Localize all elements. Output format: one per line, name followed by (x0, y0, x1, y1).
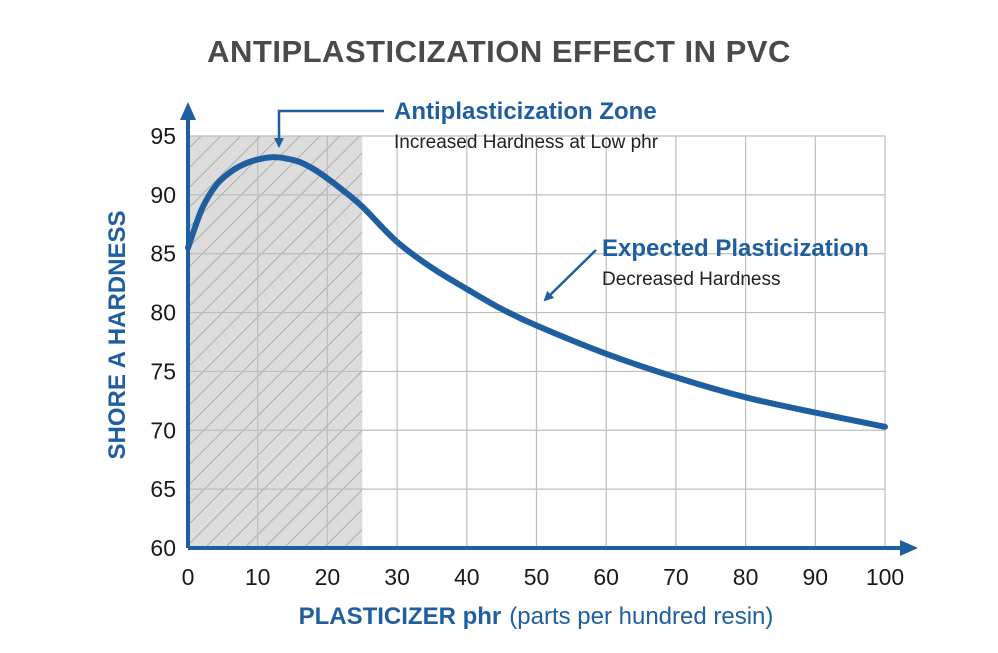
x-tick-label: 10 (245, 564, 271, 590)
x-tick-label: 40 (454, 564, 480, 590)
annotation-antiplasticization-subtitle: Increased Hardness at Low phr (394, 132, 659, 153)
annotation-plasticization: Expected Plasticization Decreased Hardne… (543, 235, 869, 302)
x-tick-label: 60 (593, 564, 619, 590)
antiplasticization-zone-shading (188, 136, 363, 548)
x-tick-label: 90 (803, 564, 829, 590)
y-tick-label: 60 (150, 535, 176, 561)
y-axis-arrow (180, 102, 196, 120)
y-axis-label: SHORE A HARDNESS (104, 211, 131, 460)
annotation-arrow-antiplasticization (274, 109, 384, 148)
annotation-plasticization-title: Expected Plasticization (602, 235, 869, 262)
x-tick-label: 70 (663, 564, 689, 590)
y-tick-label: 90 (150, 182, 176, 208)
x-tick-label: 80 (733, 564, 759, 590)
y-tick-label: 65 (150, 476, 176, 502)
annotation-antiplasticization-title: Antiplasticization Zone (394, 98, 657, 125)
x-tick-label: 30 (384, 564, 410, 590)
x-axis-label-rest: (parts per hundred resin) (509, 603, 773, 630)
y-tick-label: 70 (150, 417, 176, 443)
chart-title: ANTIPLASTICIZATION EFFECT IN PVC (207, 34, 791, 69)
y-tick-label: 95 (150, 123, 176, 149)
x-axis-label-bold: PLASTICIZER phr (299, 603, 502, 630)
x-tick-label: 0 (182, 564, 195, 590)
y-tick-label: 80 (150, 300, 176, 326)
annotation-arrow-plasticization (543, 249, 597, 302)
annotation-plasticization-subtitle: Decreased Hardness (602, 269, 780, 290)
hardness-curve (185, 154, 888, 430)
x-axis-label: PLASTICIZER phr (parts per hundred resin) (299, 603, 774, 630)
y-tick-label: 85 (150, 241, 176, 267)
x-tick-label: 20 (315, 564, 341, 590)
x-tick-label: 100 (866, 564, 904, 590)
axes (180, 102, 918, 556)
x-tick-label: 50 (524, 564, 550, 590)
x-tick-labels: 0 10 20 30 40 50 60 70 80 90 100 (182, 564, 905, 590)
x-axis-arrow (900, 540, 918, 556)
y-tick-labels: 60 65 70 75 80 85 90 95 (150, 123, 176, 561)
y-tick-label: 75 (150, 358, 176, 384)
annotation-antiplasticization: Antiplasticization Zone Increased Hardne… (274, 98, 659, 153)
